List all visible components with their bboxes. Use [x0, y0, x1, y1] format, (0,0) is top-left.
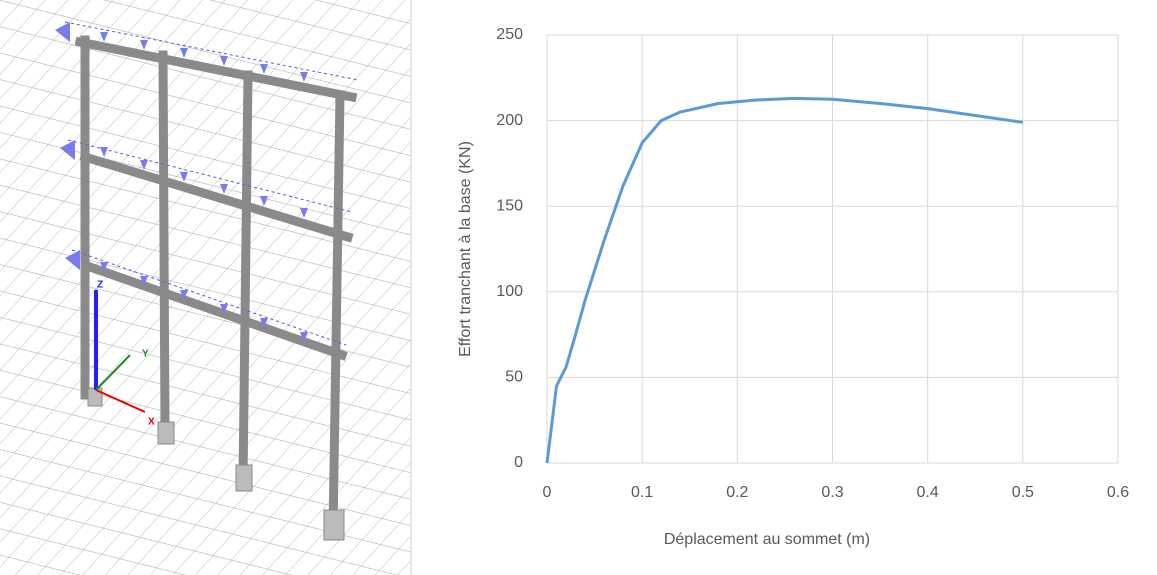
y-tick-label: 150 [496, 197, 523, 214]
y-tick-label: 50 [505, 369, 523, 386]
axis-label-y: Y [142, 349, 149, 360]
x-axis-title: Déplacement au sommet (m) [664, 531, 870, 548]
line-series [547, 98, 1023, 463]
x-tick-label: 0.2 [726, 484, 748, 501]
y-tick-label: 250 [496, 26, 523, 43]
y-tick-label: 200 [496, 112, 523, 129]
axis-label-z: Z [97, 280, 103, 291]
axis-label-x: X [148, 417, 155, 428]
x-tick-label: 0 [543, 484, 552, 501]
x-tick-label: 0.3 [821, 484, 843, 501]
chart: Déplacement au sommet (m) Effort trancha… [457, 26, 1129, 548]
page: {"model_view": {"axis_labels": {"x": "X"… [0, 0, 1157, 575]
y-axis-title: Effort tranchant à la base (KN) [457, 141, 474, 357]
x-tick-label: 0.6 [1107, 484, 1129, 501]
x-tick-label: 0.4 [917, 484, 939, 501]
model-view: Z X Y [0, 0, 411, 575]
y-tick-label: 0 [514, 454, 523, 471]
y-tick-label: 100 [496, 283, 523, 300]
x-tick-label: 0.1 [631, 484, 653, 501]
x-tick-label: 0.5 [1012, 484, 1034, 501]
figure: Z X Y Déplacement au sommet (m) Effort t… [0, 0, 1157, 575]
ground-mesh [0, 0, 410, 575]
